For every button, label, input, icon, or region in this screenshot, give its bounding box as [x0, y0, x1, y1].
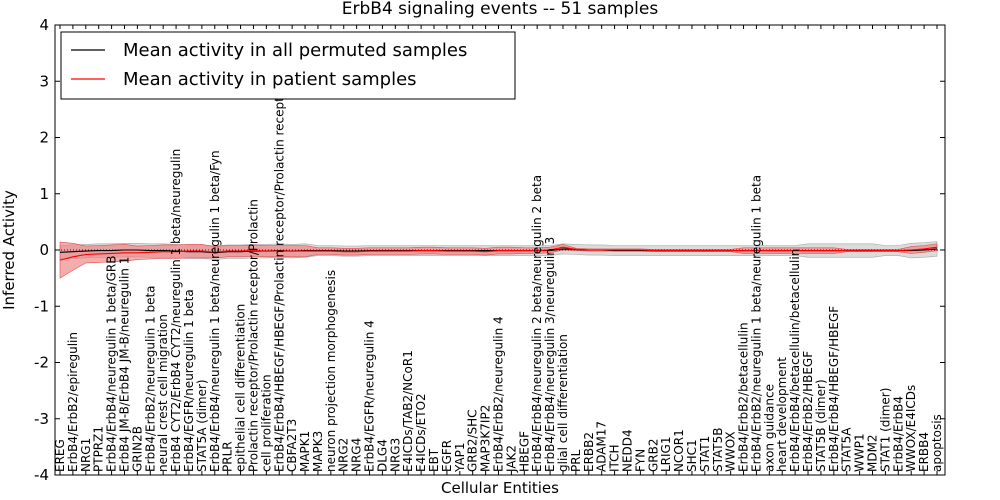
y-axis-title: Inferred Activity: [0, 190, 18, 310]
x-category-label: STAT5A (dimer): [195, 379, 209, 472]
x-category-label: NRG2: [337, 438, 351, 472]
x-category-label: axon guidance: [762, 384, 776, 472]
legend-label-patient: Mean activity in patient samples: [123, 69, 417, 90]
x-category-label: STAT1: [698, 436, 712, 472]
chart-title: ErbB4 signaling events -- 51 samples: [342, 0, 659, 19]
y-tick-label: 3: [39, 72, 49, 90]
x-category-label: CBFA2T3: [285, 419, 299, 472]
x-category-label: WWOX: [724, 431, 738, 472]
x-category-label: SHC1: [685, 439, 699, 472]
x-category-label: NEDD4: [620, 429, 634, 472]
y-tick-label: 2: [39, 129, 49, 147]
x-category-label: ErbB4/ErbB4/neuregulin 2 beta/neuregulin…: [530, 175, 544, 472]
x-category-label: ERBB4: [917, 432, 931, 472]
x-category-label: ErbB4/ErbB4/neuregulin 3/neuregulin 3: [543, 237, 557, 472]
x-category-label: NRG4: [350, 438, 364, 472]
x-category-label: STAT5B (dimer): [814, 379, 828, 472]
x-category-label: PTPRZ1: [92, 426, 106, 472]
x-category-label: NRG3: [388, 438, 402, 472]
x-category-label: MAPK3: [311, 431, 325, 472]
x-category-label: ErbB4/ErbB4/neuregulin 1 beta/GRB: [105, 256, 119, 472]
x-category-label: JAK2: [504, 445, 518, 473]
x-category-label: E4ICDs/TAB2/NCoR1: [401, 350, 415, 472]
x-category-label: DLG4: [375, 439, 389, 472]
x-category-label: WWP1: [853, 433, 867, 472]
x-category-label: MAP3K7IP2: [479, 405, 493, 472]
x-category-label: E4ICDs/ETO2: [414, 393, 428, 472]
x-category-label: FYN: [633, 449, 647, 472]
x-category-label: LRIG1: [659, 437, 673, 473]
patient-mean-line: [59, 246, 938, 261]
y-tick-label: -3: [34, 410, 49, 428]
x-category-label: ErbB4/ErbB2/neuregulin 4: [492, 316, 506, 472]
x-category-label: STAT5A: [840, 427, 854, 472]
x-category-label: EGFR: [440, 440, 454, 472]
x-category-label: Prolactin receptor/Prolactin receptor/Pr…: [246, 199, 260, 472]
y-tick-label: 4: [39, 16, 49, 34]
x-category-label: GRB2/SHC: [466, 409, 480, 472]
x-category-label: ErbB4/ErbB4/betacellulin/betacellulin: [788, 249, 802, 472]
legend: Mean activity in all permuted samples Me…: [60, 31, 516, 100]
x-category-label: cell proliferation: [259, 374, 273, 472]
x-category-label: STAT5B: [711, 428, 725, 473]
x-category-label: MDM2: [866, 434, 880, 472]
x-category-label: ErbB4/ErbB2/betacellulin: [737, 322, 751, 472]
x-category-label: EBT: [427, 448, 441, 472]
x-category-label: EREG: [53, 439, 67, 472]
x-category-label: glial cell differentiation: [556, 334, 570, 472]
x-category-label: ErbB4/ErbB4/HBEGF/HBEGF: [827, 306, 841, 472]
x-category-label: STAT1 (dimer): [878, 388, 892, 472]
y-tick-label: 1: [39, 185, 49, 203]
x-category-label: ErbB4/ErbB2/HBEGF: [801, 351, 815, 472]
y-tick-label: -1: [34, 297, 49, 315]
x-category-label: ErbB4/ErbB4/neuregulin 1 beta/neuregulin…: [208, 150, 222, 472]
x-category-label: ErbB4 JM-B/ErbB4 JM-B/neuregulin 1: [117, 257, 131, 472]
x-category-label: heart development: [775, 357, 789, 472]
x-category-label: apoptosis: [930, 414, 944, 472]
y-tick-label: -4: [34, 466, 49, 484]
x-category-label: ITCH: [608, 444, 622, 472]
x-category-label: ErbB4/ErbB4: [891, 396, 905, 472]
x-category-label: ErbB4/EGFR/neuregulin 4: [363, 320, 377, 472]
x-category-label: NRG1: [79, 438, 93, 472]
x-category-label: ERBB2: [582, 432, 596, 472]
legend-box: [60, 31, 516, 100]
x-category-label: MAPK1: [298, 431, 312, 472]
x-category-label: ErbB4/ErbB2/neuregulin 1 beta: [143, 285, 157, 472]
x-category-label: epithelial cell differentiation: [234, 304, 248, 472]
y-tick-label: 0: [39, 241, 49, 259]
legend-label-permuted: Mean activity in all permuted samples: [123, 40, 467, 61]
plot-frame: [54, 24, 946, 476]
x-category-label: ErbB4 CYT2/ErbB4 CYT2/neuregulin 1 beta/…: [169, 149, 183, 472]
y-tick-label: -2: [34, 354, 49, 372]
x-category-label: GRB2: [646, 438, 660, 472]
patient-band: [59, 241, 938, 279]
x-category-label: NCOR1: [672, 429, 686, 472]
x-category-label: PRL: [569, 449, 583, 472]
x-category-label: ErbB4/EGFR/neuregulin 1 beta: [182, 289, 196, 472]
x-category-label: PRLR: [221, 441, 235, 472]
x-category-label: HBEGF: [517, 431, 531, 472]
x-category-label: ErbB4/ErbB2/neuregulin 1 beta/neuregulin…: [749, 175, 763, 472]
x-category-label: YAP1: [453, 443, 467, 473]
x-category-label: WWOX/E4ICDs: [904, 385, 918, 472]
x-category-label: GRIN2B: [130, 426, 144, 472]
x-category-label: ErbB4/ErbB2/epiregulin: [66, 332, 80, 472]
x-category-label: neural crest cell migration: [156, 314, 170, 472]
x-category-label: neuron projection morphogenesis: [324, 270, 338, 472]
x-category-label: ADAM17: [595, 421, 609, 472]
x-axis-title: Cellular Entities: [441, 479, 559, 497]
x-category-label: ErbB4/ErbB4/HBEGF/HBEGF/Prolactin recept…: [272, 62, 286, 472]
